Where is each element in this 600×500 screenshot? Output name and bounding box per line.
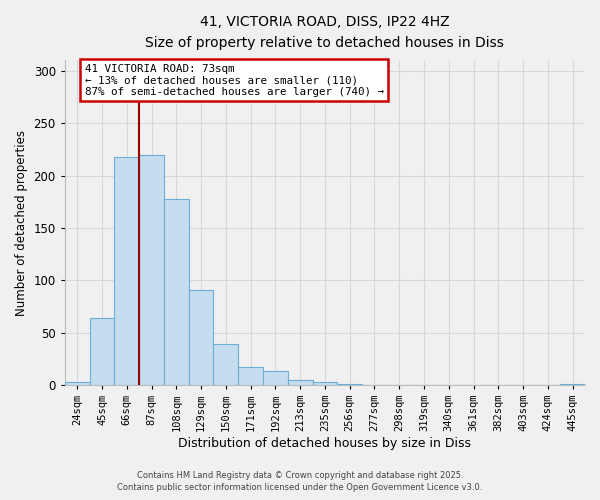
Text: 41 VICTORIA ROAD: 73sqm
← 13% of detached houses are smaller (110)
87% of semi-d: 41 VICTORIA ROAD: 73sqm ← 13% of detache… bbox=[85, 64, 383, 97]
Bar bbox=[263, 372, 288, 385]
Bar bbox=[288, 380, 313, 385]
Bar bbox=[139, 154, 164, 385]
Bar bbox=[214, 344, 238, 385]
Bar bbox=[115, 157, 139, 385]
Bar bbox=[89, 318, 115, 385]
Bar bbox=[188, 290, 214, 385]
Text: Contains HM Land Registry data © Crown copyright and database right 2025.
Contai: Contains HM Land Registry data © Crown c… bbox=[118, 471, 482, 492]
Y-axis label: Number of detached properties: Number of detached properties bbox=[15, 130, 28, 316]
Bar bbox=[164, 198, 188, 385]
Bar bbox=[560, 384, 585, 385]
Bar bbox=[238, 367, 263, 385]
Bar bbox=[337, 384, 362, 385]
Bar bbox=[65, 382, 89, 385]
Title: 41, VICTORIA ROAD, DISS, IP22 4HZ
Size of property relative to detached houses i: 41, VICTORIA ROAD, DISS, IP22 4HZ Size o… bbox=[145, 15, 505, 50]
X-axis label: Distribution of detached houses by size in Diss: Distribution of detached houses by size … bbox=[178, 437, 472, 450]
Bar bbox=[313, 382, 337, 385]
